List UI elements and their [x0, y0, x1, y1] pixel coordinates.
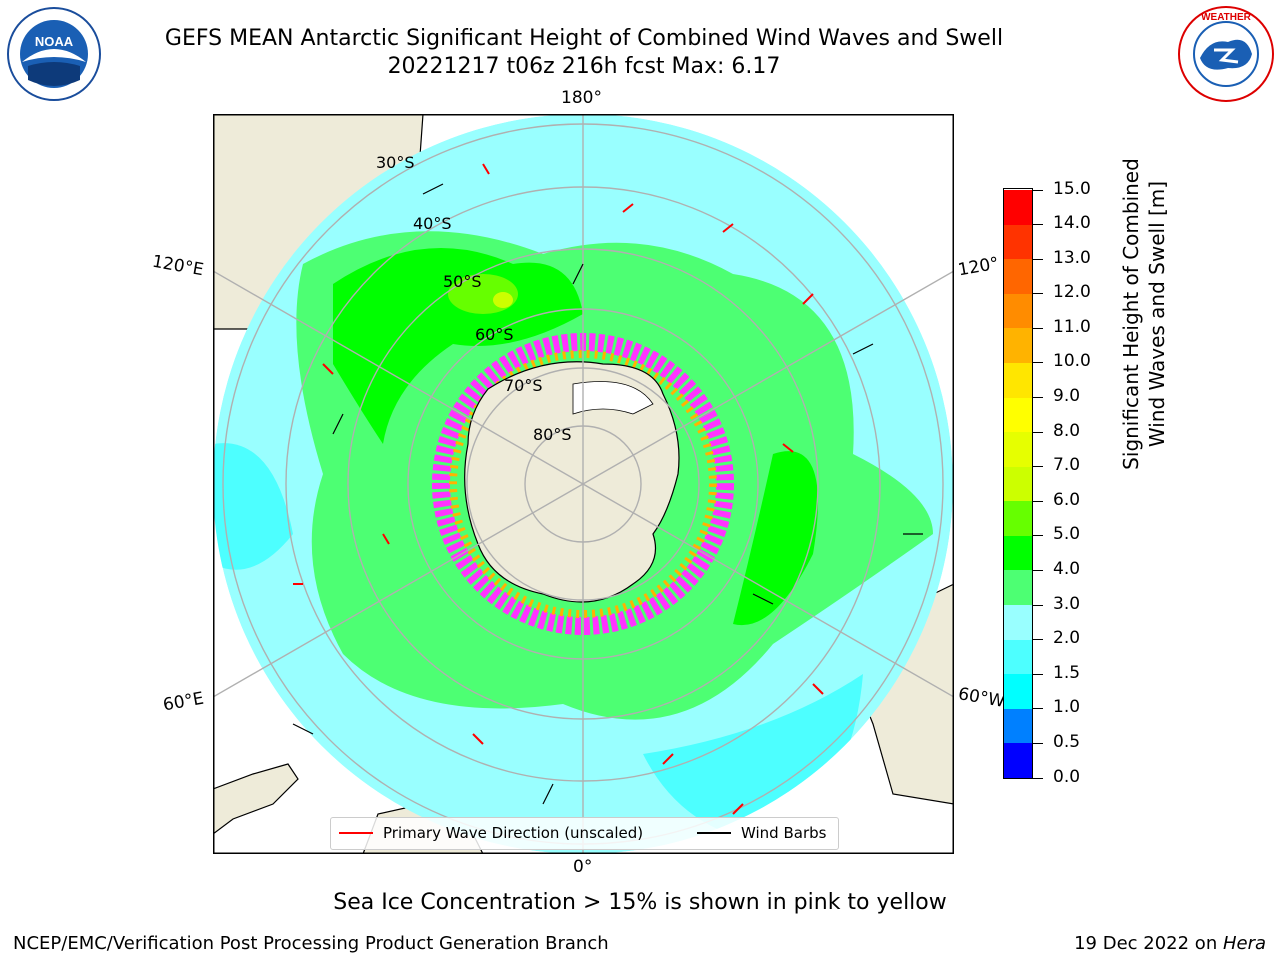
sea-ice-caption: Sea Ice Concentration > 15% is shown in …	[333, 890, 947, 915]
colorbar-tick	[1033, 431, 1043, 433]
colorbar-segment	[1004, 431, 1032, 467]
svg-text:WEATHER: WEATHER	[1201, 12, 1252, 23]
colorbar-tick-label: 3.0	[1053, 593, 1081, 614]
colorbar-tick-label: 5.0	[1053, 524, 1081, 545]
lon-label-60e: 60°E	[161, 688, 206, 716]
colorbar-tick	[1033, 293, 1043, 295]
colorbar-tick-label: 6.0	[1053, 489, 1081, 510]
africa-land	[213, 763, 299, 835]
chart-title: GEFS MEAN Antarctic Significant Height o…	[164, 26, 1004, 51]
colorbar-segment	[1004, 535, 1032, 571]
colorbar-segment	[1004, 570, 1032, 606]
svg-text:NOAA: NOAA	[35, 34, 74, 49]
colorbar-tick-label: 0.0	[1053, 766, 1081, 787]
colorbar-tick-label: 7.0	[1053, 455, 1081, 476]
legend-barb-label: Wind Barbs	[741, 824, 827, 842]
lon-label-0: 0°	[573, 857, 593, 877]
footer-date: 19 Dec 2022 on Hera	[1074, 933, 1266, 954]
map-border	[213, 114, 954, 854]
colorbar-tick	[1033, 258, 1043, 260]
lat-label-70s: 70°S	[504, 376, 543, 395]
colorbar-tick-label: 10.0	[1053, 351, 1091, 372]
antarctica-land	[464, 361, 680, 603]
colorbar-tick-label: 2.0	[1053, 628, 1081, 649]
colorbar-segment	[1004, 639, 1032, 675]
wave-direction-arrows	[293, 163, 824, 815]
colorbar-segment	[1004, 500, 1032, 536]
colorbar-label-line2: Wind Waves and Swell [m]	[1145, 180, 1169, 448]
colorbar-tick	[1033, 327, 1043, 329]
lat-label-30s: 30°S	[376, 153, 415, 172]
colorbar-segment	[1004, 397, 1032, 433]
chart-subtitle: 20221217 t06z 216h fcst Max: 6.17	[387, 54, 781, 79]
footer-date-text: 19 Dec 2022 on	[1074, 933, 1223, 954]
colorbar-segment	[1004, 708, 1032, 744]
polar-map	[213, 114, 954, 854]
legend-wind-barbs: Wind Barbs	[697, 824, 826, 842]
colorbar-tick	[1033, 604, 1043, 606]
colorbar-tick	[1033, 466, 1043, 468]
colorbar-tick-label: 14.0	[1053, 213, 1091, 234]
lon-label-120e: 120°E	[150, 251, 206, 281]
legend-wave-line	[339, 832, 373, 834]
colorbar-tick	[1033, 639, 1043, 641]
colorbar-segment	[1004, 743, 1032, 778]
colorbar-tick-label: 4.0	[1053, 558, 1081, 579]
legend-wave-direction: Primary Wave Direction (unscaled)	[339, 824, 643, 842]
lat-label-50s: 50°S	[443, 272, 482, 291]
colorbar-tick	[1033, 535, 1043, 537]
colorbar-segment	[1004, 293, 1032, 329]
colorbar-tick	[1033, 224, 1043, 226]
colorbar-tick-label: 0.5	[1053, 731, 1081, 752]
footer-host: Hera	[1222, 933, 1266, 954]
colorbar-tick	[1033, 362, 1043, 364]
colorbar-tick-label: 12.0	[1053, 282, 1091, 303]
colorbar-label: Significant Height of Combined Wind Wave…	[1118, 144, 1170, 484]
lat-label-80s: 80°S	[533, 425, 572, 444]
colorbar-segment	[1004, 466, 1032, 502]
legend-barb-line	[697, 832, 731, 834]
colorbar-tick	[1033, 569, 1043, 571]
colorbar-tick-label: 9.0	[1053, 386, 1081, 407]
colorbar-tick-label: 13.0	[1053, 247, 1091, 268]
map-legend: Primary Wave Direction (unscaled) Wind B…	[330, 817, 839, 850]
colorbar-tick	[1033, 673, 1043, 675]
lon-label-120w: 120°	[956, 253, 1001, 281]
colorbar-tick	[1033, 742, 1043, 744]
colorbar-tick	[1033, 500, 1043, 502]
colorbar-segment	[1004, 258, 1032, 294]
lat-label-40s: 40°S	[413, 214, 452, 233]
lon-label-60w: 60°W	[956, 684, 1007, 712]
ocean-low-patch	[213, 443, 293, 570]
sea-ice-ring-inner	[449, 350, 717, 618]
colorbar-tick-label: 15.0	[1053, 178, 1091, 199]
lon-label-180: 180°	[561, 88, 602, 108]
colorbar-segment	[1004, 673, 1032, 709]
wave-band-4-5m	[333, 248, 583, 444]
colorbar-segment	[1004, 224, 1032, 260]
colorbar-segment	[1004, 189, 1032, 225]
wave-band-max	[493, 292, 513, 308]
nws-logo: WEATHER	[1178, 6, 1274, 102]
colorbar-tick-label: 1.0	[1053, 697, 1081, 718]
colorbar-tick	[1033, 189, 1043, 191]
lat-label-60s: 60°S	[475, 325, 514, 344]
colorbar-tick-label: 8.0	[1053, 420, 1081, 441]
colorbar-segment	[1004, 604, 1032, 640]
noaa-logo: NOAA	[7, 7, 101, 101]
footer-credit: NCEP/EMC/Verification Post Processing Pr…	[13, 933, 609, 954]
colorbar-tick-label: 1.5	[1053, 662, 1081, 683]
colorbar-segment	[1004, 327, 1032, 363]
colorbar-tick-label: 11.0	[1053, 316, 1091, 337]
colorbar	[1003, 188, 1033, 779]
colorbar-tick	[1033, 777, 1043, 779]
colorbar-segment	[1004, 362, 1032, 398]
wind-barbs	[292, 183, 923, 805]
colorbar-label-line1: Significant Height of Combined	[1119, 158, 1143, 470]
colorbar-tick	[1033, 397, 1043, 399]
legend-wave-label: Primary Wave Direction (unscaled)	[383, 824, 644, 842]
colorbar-tick	[1033, 708, 1043, 710]
antarctic-ice-shelf	[572, 381, 654, 415]
